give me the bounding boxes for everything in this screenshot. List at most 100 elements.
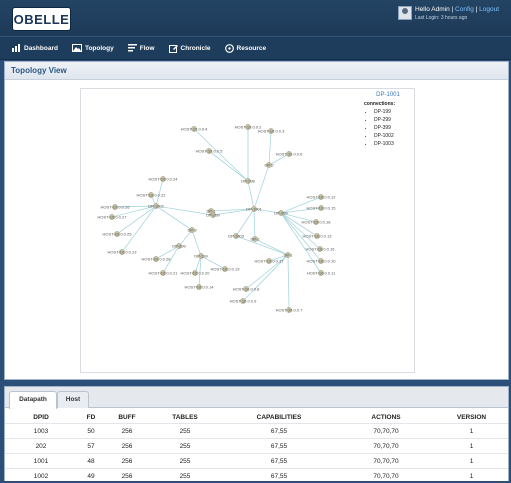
nav-item-flow[interactable]: Flow bbox=[128, 44, 155, 52]
datapath-node[interactable]: DP-1002 bbox=[148, 203, 165, 208]
host-node[interactable]: HOST-10.0.0.6 bbox=[276, 151, 303, 156]
datapath-node[interactable]: DP-2 bbox=[250, 236, 260, 241]
connection-item: DP-199 bbox=[374, 108, 412, 116]
host-node[interactable]: HOST-10.0.0.22 bbox=[137, 192, 167, 197]
app-logo[interactable]: OBELLE bbox=[12, 7, 71, 31]
connections-list: DP-199 DP-299 DP-399 DP-1002 DP-1003 bbox=[364, 108, 412, 148]
table-cell: 202 bbox=[5, 439, 77, 454]
connection-item: DP-1003 bbox=[374, 140, 412, 148]
datapath-node[interactable]: DP-1001 bbox=[246, 206, 263, 211]
host-node[interactable]: HOST-10.0.0.28 bbox=[142, 256, 172, 261]
topology-link bbox=[288, 255, 289, 310]
node-label: HOST-10.0.0.6 bbox=[276, 152, 303, 157]
nav-label: Resource bbox=[237, 45, 267, 52]
table-cell: 48 bbox=[77, 454, 105, 469]
topology-link bbox=[192, 230, 201, 256]
node-label: HOST-10.0.0.4 bbox=[181, 127, 208, 132]
datapath-node[interactable]: DP-399 bbox=[274, 210, 288, 215]
table-row[interactable]: 202 57 256 255 67,55 70,70,70 1 bbox=[5, 439, 508, 454]
table-row[interactable]: 1001 48 256 255 67,55 70,70,70 1 bbox=[5, 454, 508, 469]
table-cell: 1 bbox=[435, 469, 508, 483]
bar-chart-icon bbox=[12, 44, 21, 52]
datapath-node[interactable]: DP-1 bbox=[206, 208, 216, 213]
node-label: HOST-10.0.0.28 bbox=[142, 257, 172, 262]
host-node[interactable]: HOST-10.0.0.21 bbox=[149, 270, 179, 275]
host-node[interactable]: HOST-10.0.0.12 bbox=[307, 194, 337, 199]
host-node[interactable]: HOST-10.0.0.19 bbox=[211, 266, 241, 271]
host-node[interactable]: HOST-10.0.0.25 bbox=[103, 231, 133, 236]
table-cell: 256 bbox=[105, 454, 149, 469]
tab-host[interactable]: Host bbox=[57, 391, 89, 408]
node-info-popup: DP-1001 connections: DP-199 DP-299 DP-39… bbox=[364, 92, 412, 148]
host-node[interactable]: HOST-10.0.0.20 bbox=[181, 270, 211, 275]
nav-item-resource[interactable]: Resource bbox=[225, 44, 267, 53]
host-node[interactable]: HOST-10.0.0.9 bbox=[230, 298, 257, 303]
node-label: HOST-10.0.0.20 bbox=[181, 271, 211, 276]
node-label: HOST-10.0.0.7 bbox=[276, 308, 303, 313]
node-label: HOST-10.0.0.26 bbox=[101, 205, 131, 210]
column-header: VERSION bbox=[435, 411, 508, 424]
datapath-node[interactable]: DP-3 bbox=[187, 227, 197, 232]
host-node[interactable]: HOST-10.0.0.4 bbox=[181, 126, 208, 131]
host-node[interactable]: HOST-10.0.0.5 bbox=[196, 148, 223, 153]
host-node[interactable]: HOST-10.0.0.3 bbox=[258, 128, 285, 133]
node-label: DP-199 bbox=[194, 254, 208, 259]
host-node[interactable]: HOST-10.0.0.8 bbox=[233, 286, 260, 291]
datapath-node[interactable]: DP-1 bbox=[283, 252, 293, 257]
table-cell: 1 bbox=[435, 439, 508, 454]
node-label: HOST-10.0.0.14 bbox=[185, 285, 215, 290]
table-row[interactable]: 1002 49 256 255 67,55 70,70,70 1 bbox=[5, 469, 508, 483]
host-node[interactable]: HOST-10.0.0.23 bbox=[108, 249, 138, 254]
nav-item-topology[interactable]: Topology bbox=[72, 44, 114, 52]
host-node[interactable]: HOST-10.0.0.11 bbox=[307, 270, 336, 275]
nav-item-chronicle[interactable]: Chronicle bbox=[169, 44, 211, 53]
table-cell: 256 bbox=[105, 439, 149, 454]
host-node[interactable]: HOST-10.0.0.18 bbox=[302, 219, 332, 224]
node-label: DP-399 bbox=[274, 211, 288, 216]
list-icon bbox=[128, 44, 137, 52]
datapath-node[interactable]: DP-199 bbox=[194, 253, 208, 258]
host-node[interactable]: HOST-10.0.0.17 bbox=[255, 258, 285, 263]
connections-label: connections: bbox=[364, 101, 412, 107]
node-label: DP-299 bbox=[172, 244, 186, 249]
datapath-node[interactable]: DP-299 bbox=[172, 243, 186, 248]
host-node[interactable]: HOST-10.0.0.27 bbox=[98, 214, 128, 219]
nav-item-dashboard[interactable]: Dashboard bbox=[12, 44, 58, 52]
host-node[interactable]: HOST-10.0.0.26 bbox=[101, 204, 131, 209]
main-nav: Dashboard Topology Flow Chronicle Resour… bbox=[0, 36, 511, 60]
node-label: HOST-10.0.0.8 bbox=[233, 287, 260, 292]
table-cell: 255 bbox=[149, 454, 221, 469]
node-label: DP-1003 bbox=[228, 234, 245, 239]
node-label: HOST-10.0.0.24 bbox=[149, 177, 179, 182]
host-node[interactable]: HOST-10.0.0.16 bbox=[306, 246, 336, 251]
node-label: HOST-10.0.0.27 bbox=[98, 215, 128, 220]
datapath-node[interactable]: DP-298 bbox=[241, 178, 255, 183]
table-row[interactable]: 1003 50 256 255 67,55 70,70,70 1 bbox=[5, 424, 508, 439]
column-header: DPID bbox=[5, 411, 77, 424]
nav-label: Flow bbox=[140, 45, 155, 52]
node-label: HOST-10.0.0.13 bbox=[303, 234, 333, 239]
node-label: DP-2 bbox=[264, 163, 274, 168]
node-label: HOST-10.0.0.12 bbox=[307, 195, 337, 200]
host-node[interactable]: HOST-10.0.0.14 bbox=[185, 284, 215, 289]
host-node[interactable]: HOST-10.0.0.10 bbox=[307, 258, 337, 263]
datapath-node[interactable]: DP-2 bbox=[264, 162, 274, 167]
host-node[interactable]: HOST-10.0.0.15 bbox=[307, 205, 337, 210]
topology-link bbox=[209, 151, 248, 181]
logout-link[interactable]: Logout bbox=[479, 6, 499, 13]
host-node[interactable]: HOST-10.0.0.7 bbox=[276, 307, 303, 312]
table-cell: 67,55 bbox=[221, 469, 337, 483]
table-cell: 49 bbox=[77, 469, 105, 483]
selected-node-title: DP-1001 bbox=[364, 92, 412, 98]
topology-link bbox=[254, 209, 255, 239]
tab-datapath[interactable]: Datapath bbox=[9, 391, 57, 409]
config-link[interactable]: Config bbox=[455, 6, 474, 13]
table-cell: 255 bbox=[149, 424, 221, 439]
table-cell: 67,55 bbox=[221, 454, 337, 469]
host-node[interactable]: HOST-10.0.0.24 bbox=[149, 176, 179, 181]
node-label: DP-298 bbox=[241, 179, 255, 184]
host-node[interactable]: HOST-10.0.0.13 bbox=[303, 233, 333, 238]
nav-label: Topology bbox=[85, 45, 114, 52]
datapath-node[interactable]: DP-1003 bbox=[228, 233, 245, 238]
